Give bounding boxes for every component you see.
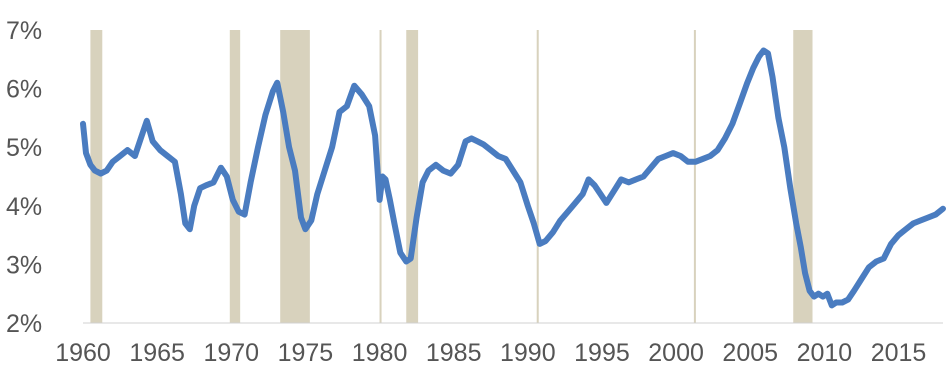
x-tick-label: 1980 (352, 339, 408, 367)
x-axis-tick-labels: 1960 1965 1970 1975 1980 1985 1990 1995 2000 2005… (55, 339, 926, 367)
x-tick-label: 1970 (203, 339, 259, 367)
y-tick-label: 7% (6, 17, 42, 45)
recession-band (90, 30, 103, 323)
x-tick-label: 2005 (722, 339, 778, 367)
y-tick-label: 2% (6, 310, 42, 338)
x-tick-label: 1960 (55, 339, 111, 367)
recession-band (693, 30, 696, 323)
recession-band (229, 30, 241, 323)
x-tick-label: 1975 (278, 339, 334, 367)
x-tick-label: 1985 (426, 339, 482, 367)
x-tick-label: 1965 (129, 339, 185, 367)
y-tick-label: 3% (6, 251, 42, 279)
y-tick-label: 6% (6, 76, 42, 104)
x-tick-label: 2010 (797, 339, 853, 367)
recession-band (793, 30, 813, 323)
x-tick-label: 1990 (500, 339, 556, 367)
x-tick-label: 2015 (871, 339, 927, 367)
recession-band (406, 30, 419, 323)
y-tick-label: 5% (6, 134, 42, 162)
y-axis-tick-labels: 2% 3% 4% 5% 6% 7% (6, 17, 42, 338)
recession-band (536, 30, 539, 323)
x-tick-label: 1995 (574, 339, 630, 367)
y-tick-label: 4% (6, 193, 42, 221)
x-tick-label: 2000 (648, 339, 704, 367)
rate-series-line (80, 47, 946, 309)
